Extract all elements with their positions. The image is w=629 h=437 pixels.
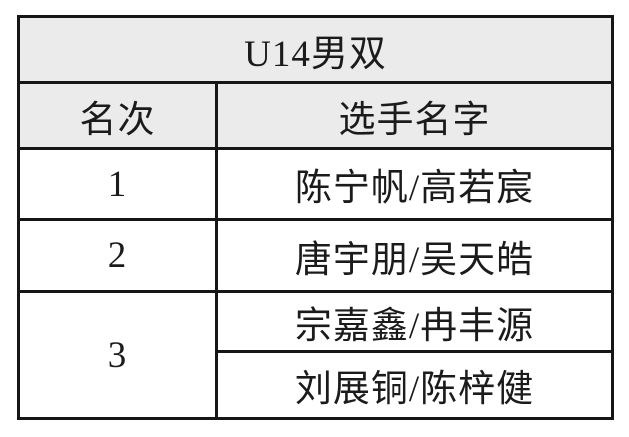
table-title: U14男双: [16, 15, 615, 84]
table-row: 2 唐宇朋/吴天皓: [17, 218, 615, 293]
column-header-players: 选手名字: [214, 81, 615, 150]
results-table: U14男双 名次 选手名字 1 陈宁帆/高若宸 2 唐宇朋/吴天皓 3 宗嘉鑫/…: [16, 15, 615, 420]
table-header-row: 名次 选手名字: [17, 81, 615, 150]
table-row: 刘展铜/陈梓健: [19, 350, 615, 420]
results-table-container: U14男双 名次 选手名字 1 陈宁帆/高若宸 2 唐宇朋/吴天皓 3 宗嘉鑫/…: [16, 15, 615, 420]
table-title-row: U14男双: [16, 15, 615, 84]
players-cell: 刘展铜/陈梓健: [214, 350, 615, 420]
table-row: 1 陈宁帆/高若宸: [17, 147, 615, 221]
players-cell: 陈宁帆/高若宸: [214, 147, 615, 221]
table-row: 3 宗嘉鑫/冉丰源: [17, 290, 615, 420]
rank-cell: 2: [17, 218, 218, 293]
rank-cell: 1: [17, 147, 218, 221]
players-cell: 宗嘉鑫/冉丰源: [214, 290, 615, 353]
rank-cell: 3: [17, 290, 218, 420]
players-cell: 唐宇朋/吴天皓: [214, 218, 615, 293]
column-header-rank: 名次: [17, 81, 218, 150]
